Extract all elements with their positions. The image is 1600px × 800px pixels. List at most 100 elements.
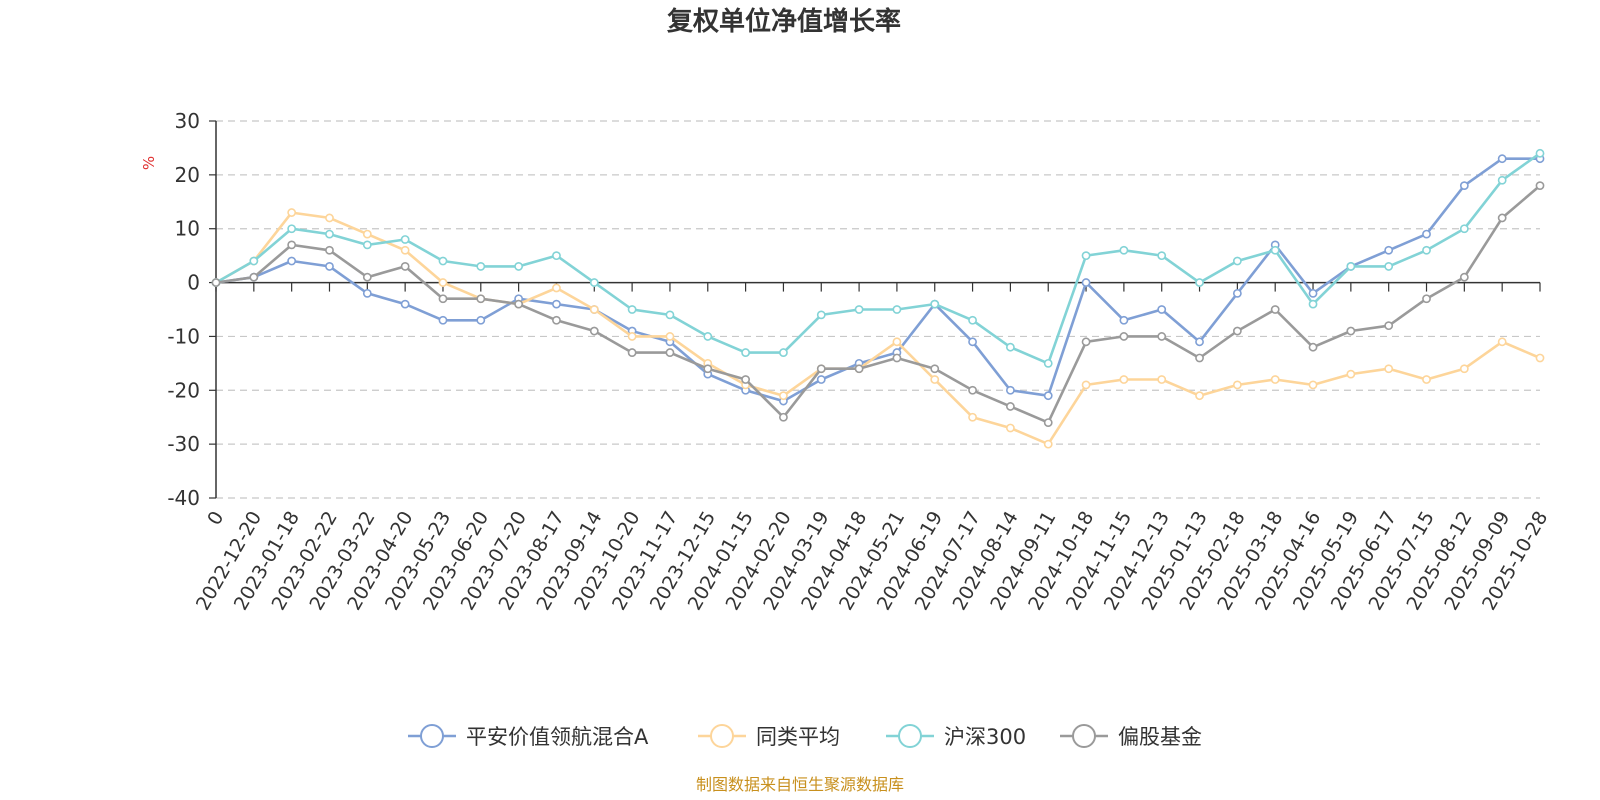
data-point — [627, 305, 637, 314]
x-tick-label: 0 — [203, 508, 228, 529]
data-point — [779, 391, 788, 401]
data-point — [1346, 326, 1356, 336]
legend[interactable]: 平安价值领航混合A 同类平均 沪深300 偏股基金 — [408, 724, 1202, 749]
data-point — [1270, 305, 1280, 314]
legend-label: 偏股基金 — [1118, 725, 1202, 749]
data-point — [1043, 418, 1053, 427]
data-point — [779, 348, 788, 357]
y-tick-label: -40 — [167, 486, 200, 510]
data-point — [1459, 224, 1469, 234]
data-point — [249, 272, 259, 282]
data-point — [552, 251, 561, 261]
chart-title: 复权单位净值增长率 — [667, 6, 901, 37]
data-point — [1270, 375, 1280, 384]
data-point — [1081, 278, 1091, 287]
data-point — [1157, 375, 1167, 384]
data-point — [1232, 288, 1242, 298]
data-point — [1459, 181, 1469, 191]
data-point — [1157, 305, 1167, 314]
data-point — [816, 310, 826, 320]
data-point — [249, 256, 259, 266]
data-point — [552, 299, 561, 309]
data-point — [362, 229, 372, 239]
legend-swatch-circle — [1072, 724, 1096, 748]
data-point — [1459, 364, 1469, 374]
x-tick-labels: 02022-12-202023-01-182023-02-222023-03-2… — [192, 508, 1552, 615]
y-tick-label: -20 — [167, 378, 200, 402]
y-tick-label: -10 — [167, 324, 200, 348]
y-tick-labels: 30 20 10 0 -10 -20 -30 -40 — [167, 109, 200, 510]
data-point — [1535, 353, 1545, 363]
legend-item[interactable]: 同类平均 — [698, 724, 840, 749]
data-point — [325, 213, 334, 223]
data-point — [1081, 337, 1091, 347]
data-point — [1119, 245, 1129, 255]
data-point — [665, 348, 675, 357]
legend-item[interactable]: 平安价值领航混合A — [408, 724, 649, 749]
series-lines — [211, 148, 1545, 449]
data-point — [1535, 181, 1545, 191]
data-point — [1119, 332, 1129, 341]
data-point — [211, 278, 221, 287]
data-point — [1006, 342, 1015, 352]
y-tick-label: 20 — [175, 163, 200, 187]
data-point — [930, 299, 940, 309]
data-point — [325, 245, 334, 255]
data-point — [362, 288, 372, 298]
data-point — [1497, 175, 1507, 185]
data-point — [362, 240, 372, 250]
source-note: 制图数据来自恒生聚源数据库 — [696, 775, 904, 794]
legend-item[interactable]: 沪深300 — [886, 724, 1026, 749]
data-point — [438, 294, 448, 304]
legend-swatch-circle — [710, 724, 734, 748]
data-point — [476, 262, 486, 271]
data-point — [1195, 278, 1204, 287]
data-point — [1232, 326, 1242, 336]
data-point — [1384, 262, 1394, 271]
data-point — [1535, 148, 1545, 158]
data-point — [1459, 272, 1469, 282]
data-point — [552, 315, 561, 325]
data-point — [1497, 154, 1507, 164]
data-point — [816, 364, 826, 374]
data-point — [1422, 245, 1431, 255]
data-point — [1497, 337, 1507, 347]
data-point — [1270, 245, 1280, 255]
data-point — [476, 294, 486, 304]
data-point — [1119, 375, 1129, 384]
data-point — [287, 256, 297, 266]
data-point — [1006, 402, 1015, 411]
y-axis-unit-label: % — [140, 156, 158, 170]
data-point — [1308, 299, 1318, 309]
data-point — [1497, 213, 1507, 223]
data-point — [627, 332, 637, 341]
series-group — [211, 181, 1545, 427]
data-point — [968, 337, 977, 347]
data-point — [968, 412, 977, 422]
data-point — [1346, 369, 1356, 379]
data-point — [1308, 342, 1318, 352]
data-point — [400, 299, 410, 309]
data-point — [741, 375, 750, 384]
legend-label: 同类平均 — [756, 725, 840, 749]
data-point — [665, 310, 675, 320]
data-point — [400, 235, 410, 244]
data-point — [1232, 380, 1242, 390]
data-point — [892, 353, 902, 363]
data-point — [892, 305, 902, 314]
data-point — [589, 305, 599, 314]
data-point — [287, 240, 297, 250]
legend-item[interactable]: 偏股基金 — [1060, 724, 1202, 749]
data-point — [589, 278, 599, 287]
data-point — [1384, 245, 1394, 255]
data-point — [968, 385, 977, 395]
legend-swatch-circle — [420, 724, 444, 748]
data-point — [1232, 256, 1242, 266]
data-point — [476, 315, 486, 325]
series-line — [215, 152, 1541, 365]
data-point — [665, 332, 675, 341]
data-point — [325, 262, 334, 271]
data-point — [1384, 364, 1394, 374]
data-point — [400, 262, 410, 271]
